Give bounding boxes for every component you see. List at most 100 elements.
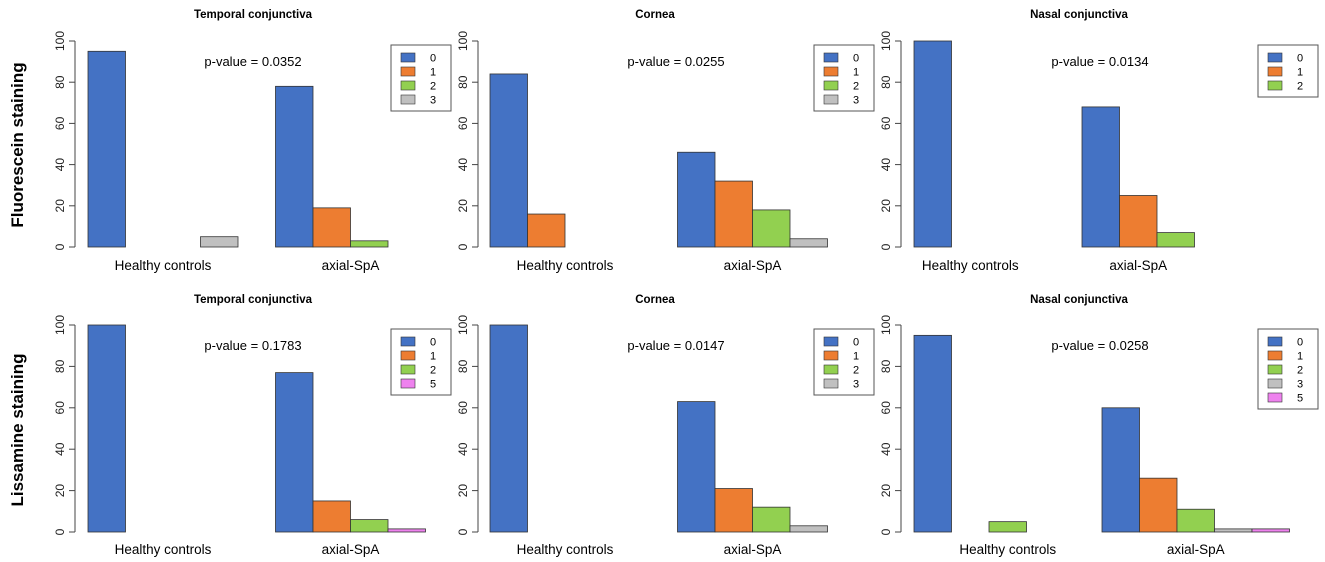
y-tick-label: 60 bbox=[53, 116, 67, 130]
bar bbox=[1176, 508, 1215, 533]
bar bbox=[677, 401, 716, 533]
category-label: Healthy controls bbox=[922, 258, 1019, 273]
p-value-annotation: p-value = 0.0255 bbox=[627, 54, 724, 69]
category-label: Healthy controls bbox=[115, 258, 212, 273]
y-tick-label: 20 bbox=[456, 484, 470, 498]
legend-label: 1 bbox=[1297, 67, 1303, 79]
y-tick-label: 80 bbox=[53, 75, 67, 89]
legend-box bbox=[1257, 328, 1319, 410]
category-label: Healthy controls bbox=[115, 542, 212, 557]
bar bbox=[913, 334, 952, 533]
y-tick-label: 100 bbox=[879, 315, 893, 335]
bar bbox=[275, 85, 314, 248]
legend-swatch bbox=[1267, 66, 1283, 77]
legend-box bbox=[813, 44, 875, 112]
legend-label: 3 bbox=[853, 95, 859, 107]
legend-label: 3 bbox=[1297, 379, 1303, 391]
legend-label: 0 bbox=[853, 337, 859, 349]
legend-swatch bbox=[823, 336, 839, 347]
p-value-annotation: p-value = 0.0134 bbox=[1051, 54, 1148, 69]
y-tick-label: 40 bbox=[456, 442, 470, 456]
legend-label: 3 bbox=[430, 95, 436, 107]
bar bbox=[677, 151, 716, 248]
y-tick-label: 60 bbox=[456, 401, 470, 415]
category-label: axial-SpA bbox=[1109, 258, 1167, 273]
y-tick-label: 40 bbox=[53, 158, 67, 172]
legend-label: 2 bbox=[430, 365, 436, 377]
row-label-fluorescein: Fluorescein staining bbox=[8, 62, 27, 227]
y-tick-label: 60 bbox=[456, 116, 470, 130]
legend-swatch bbox=[1267, 52, 1283, 63]
legend-box bbox=[813, 328, 875, 396]
bar bbox=[1101, 407, 1140, 533]
bar bbox=[312, 500, 351, 533]
legend-swatch bbox=[400, 52, 416, 63]
chart-panels: Temporal conjunctiva020406080100Healthy … bbox=[53, 9, 1319, 557]
category-label: axial-SpA bbox=[1167, 542, 1225, 557]
legend-swatch bbox=[823, 66, 839, 77]
legend-swatch bbox=[400, 364, 416, 375]
category-label: axial-SpA bbox=[322, 258, 380, 273]
legend-label: 0 bbox=[1297, 53, 1303, 65]
y-tick-label: 100 bbox=[879, 31, 893, 51]
panel-title: Nasal conjunctiva bbox=[1030, 9, 1128, 21]
legend-label: 2 bbox=[1297, 365, 1303, 377]
legend-swatch bbox=[823, 378, 839, 389]
panel-title: Temporal conjunctiva bbox=[194, 9, 313, 21]
legend-label: 1 bbox=[1297, 351, 1303, 363]
category-label: axial-SpA bbox=[724, 258, 782, 273]
y-tick-label: 20 bbox=[456, 199, 470, 213]
category-label: Healthy controls bbox=[517, 258, 614, 273]
legend-swatch bbox=[1267, 392, 1283, 403]
bar bbox=[1156, 232, 1195, 248]
y-tick-label: 0 bbox=[456, 528, 470, 535]
bar bbox=[714, 488, 753, 533]
legend-box bbox=[390, 328, 452, 396]
panel-title: Nasal conjunctiva bbox=[1030, 294, 1128, 306]
category-label: axial-SpA bbox=[322, 542, 380, 557]
legend-swatch bbox=[400, 66, 416, 77]
bar bbox=[387, 528, 426, 533]
bar bbox=[275, 372, 314, 533]
bar bbox=[489, 324, 528, 533]
category-label: Healthy controls bbox=[517, 542, 614, 557]
bar bbox=[350, 240, 389, 248]
legend-box bbox=[390, 44, 452, 112]
legend-swatch bbox=[823, 364, 839, 375]
legend-label: 3 bbox=[853, 379, 859, 391]
bar bbox=[1139, 477, 1178, 533]
y-tick-label: 40 bbox=[879, 158, 893, 172]
bar bbox=[87, 50, 126, 248]
legend-box bbox=[1257, 44, 1319, 98]
panel-title: Temporal conjunctiva bbox=[194, 294, 313, 306]
bar bbox=[988, 521, 1027, 533]
bar bbox=[350, 519, 389, 533]
y-tick-label: 40 bbox=[53, 442, 67, 456]
bar bbox=[527, 213, 566, 248]
y-tick-label: 40 bbox=[879, 442, 893, 456]
p-value-annotation: p-value = 0.0352 bbox=[204, 54, 301, 69]
legend-swatch bbox=[1267, 364, 1283, 375]
y-tick-label: 20 bbox=[53, 484, 67, 498]
legend-swatch bbox=[400, 336, 416, 347]
y-tick-label: 100 bbox=[456, 315, 470, 335]
y-tick-label: 20 bbox=[879, 484, 893, 498]
legend-label: 0 bbox=[430, 53, 436, 65]
y-tick-label: 100 bbox=[456, 31, 470, 51]
legend-swatch bbox=[823, 80, 839, 91]
y-tick-label: 0 bbox=[456, 243, 470, 250]
y-tick-label: 0 bbox=[879, 528, 893, 535]
category-label: Healthy controls bbox=[959, 542, 1056, 557]
legend-swatch bbox=[823, 350, 839, 361]
bar bbox=[752, 506, 791, 533]
y-tick-label: 80 bbox=[456, 359, 470, 373]
y-tick-label: 80 bbox=[879, 75, 893, 89]
legend-swatch bbox=[400, 80, 416, 91]
y-tick-label: 80 bbox=[53, 359, 67, 373]
y-tick-label: 60 bbox=[879, 401, 893, 415]
legend-label: 0 bbox=[1297, 337, 1303, 349]
